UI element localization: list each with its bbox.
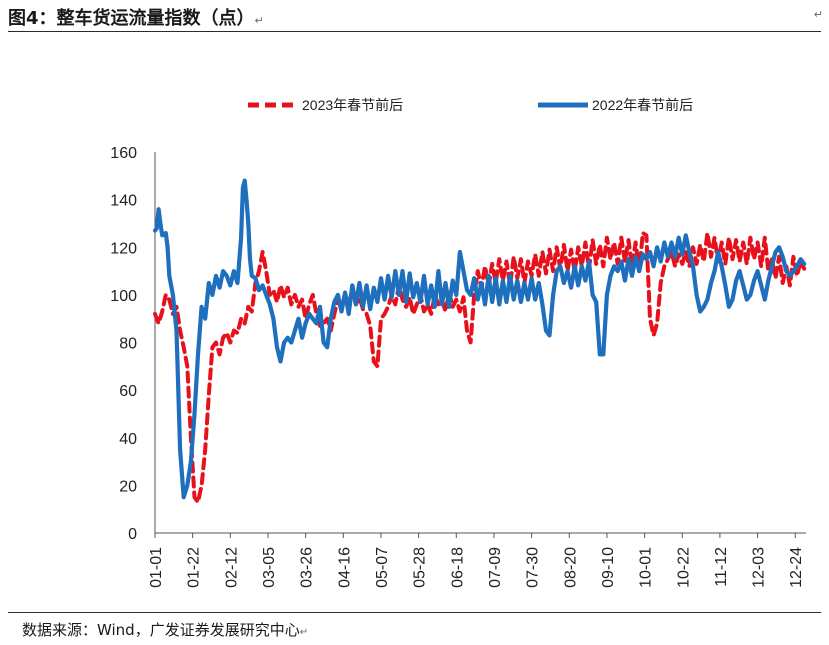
x-tick-label: 10-22 [675,547,692,588]
chart-title: 图4：整车货运流量指数（点）↵ [8,4,264,30]
chart-title-text: 图4：整车货运流量指数（点） [8,8,255,29]
x-axis: 01-01 01-22 02-12 03-05 03-26 04-16 05-07 05-28… [148,532,806,588]
x-tick-label: 08-20 [562,547,579,588]
legend: 2023年春节前后 2022年春节前后 [248,97,693,113]
y-tick-label: 60 [119,383,137,400]
x-tick-label: 05-28 [412,547,429,588]
y-axis: 0 20 40 60 80 100 120 140 160 [110,145,156,543]
legend-label-2022: 2022年春节前后 [592,97,693,113]
series-line-2023 [153,231,807,504]
x-tick-label: 11-12 [713,547,730,587]
x-tick-label: 12-03 [751,547,768,588]
x-tick-label: 03-26 [299,547,316,588]
line-chart: 2023年春节前后 2022年春节前后 0 20 40 60 80 100 120 140 16… [110,97,807,588]
return-mark-icon-corner: ↵ [813,8,823,21]
x-tick-label: 07-09 [487,547,504,588]
top-rule [8,31,821,32]
x-tick-label: 05-07 [374,547,391,588]
series-line-2022 [152,178,807,500]
y-tick-label: 160 [110,145,137,162]
x-tick-label: 01-22 [186,547,203,588]
source-text: 数据来源：Wind，广发证券发展研究中心 [22,621,300,639]
return-mark-icon-footer: ↵ [299,627,309,638]
source-note: 数据来源：Wind，广发证券发展研究中心↵ [22,619,308,640]
x-tick-label: 12-24 [788,547,805,588]
y-tick-label: 0 [128,526,137,543]
y-tick-label: 120 [110,240,137,257]
x-tick-label: 03-05 [261,547,278,588]
bottom-rule [8,612,821,613]
x-tick-label: 07-30 [525,547,542,588]
return-mark-icon: ↵ [254,14,264,27]
x-tick-label: 04-16 [336,547,353,588]
x-tick-label: 10-01 [638,547,655,588]
y-tick-label: 80 [119,336,137,353]
y-tick-label: 100 [110,288,137,305]
y-tick-label: 140 [110,193,137,210]
legend-label-2023: 2023年春节前后 [302,97,403,113]
x-tick-label: 02-12 [223,547,240,588]
x-tick-label: 01-01 [148,547,165,588]
x-tick-label: 09-10 [600,547,617,588]
x-tick-label: 06-18 [449,547,466,588]
y-tick-label: 40 [119,431,137,448]
series-layer [152,178,807,504]
y-tick-label: 20 [119,478,137,495]
